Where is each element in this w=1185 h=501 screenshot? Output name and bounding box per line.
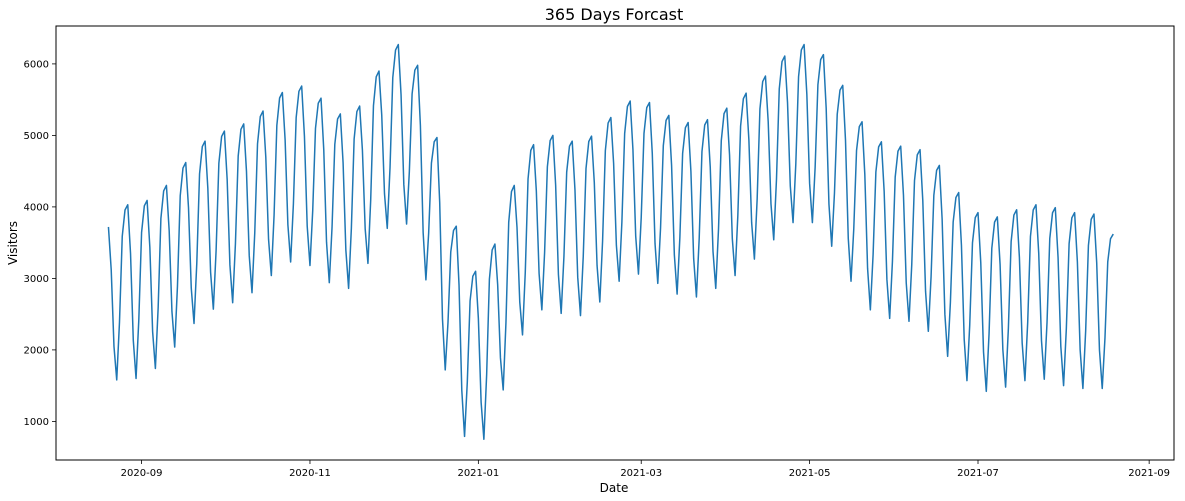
series-line [107, 43, 1114, 441]
x-tick-label: 2020-11 [289, 468, 331, 479]
x-tick-label: 2020-09 [121, 468, 163, 479]
y-tick-label: 4000 [24, 202, 49, 213]
series-layer [107, 43, 1114, 441]
y-tick-label: 6000 [24, 59, 49, 70]
x-tick-label: 2021-05 [789, 468, 831, 479]
y-tick-label: 1000 [24, 417, 49, 428]
plot-area [55, 25, 1175, 461]
x-tick-label: 2021-03 [620, 468, 662, 479]
chart-title: 365 Days Forcast [545, 5, 684, 24]
x-tick-label: 2021-07 [957, 468, 999, 479]
y-tick-label: 3000 [24, 274, 49, 285]
y-axis: 1000 2000 3000 4000 5000 6000 [24, 59, 56, 428]
y-axis-label: Visitors [6, 221, 20, 265]
x-axis-label: Date [600, 481, 629, 495]
y-tick-label: 2000 [24, 345, 49, 356]
y-tick-label: 5000 [24, 131, 49, 142]
x-axis: 2020-09 2020-11 2021-01 2021-03 2021-05 2021-… [121, 460, 1170, 479]
x-tick-label: 2021-09 [1128, 468, 1170, 479]
x-tick-label: 2021-01 [457, 468, 499, 479]
